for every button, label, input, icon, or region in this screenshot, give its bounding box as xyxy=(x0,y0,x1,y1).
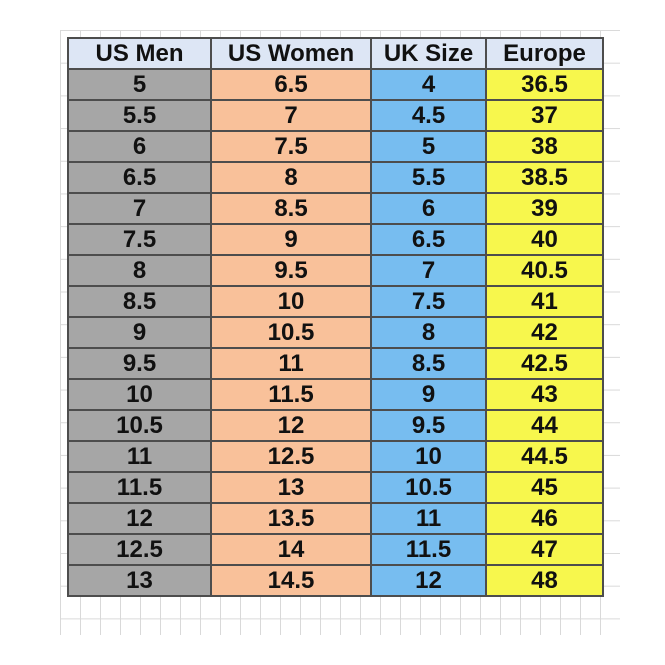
header-us-women: US Women xyxy=(210,37,372,70)
cell-europe: 39 xyxy=(485,192,604,225)
cell-europe: 44.5 xyxy=(485,440,604,473)
table-row: 12 13.5 11 46 xyxy=(67,502,604,535)
cell-uk-size: 4.5 xyxy=(370,99,487,132)
table-row: 12.5 14 11.5 47 xyxy=(67,533,604,566)
table-row: 6.5 8 5.5 38.5 xyxy=(67,161,604,194)
cell-uk-size: 12 xyxy=(370,564,487,597)
cell-us-women: 11 xyxy=(210,347,372,380)
cell-europe: 47 xyxy=(485,533,604,566)
table-row: 9 10.5 8 42 xyxy=(67,316,604,349)
cell-uk-size: 9.5 xyxy=(370,409,487,442)
table-row: 7.5 9 6.5 40 xyxy=(67,223,604,256)
cell-uk-size: 11.5 xyxy=(370,533,487,566)
cell-europe: 38 xyxy=(485,130,604,163)
cell-europe: 42.5 xyxy=(485,347,604,380)
cell-uk-size: 9 xyxy=(370,378,487,411)
cell-us-men: 10 xyxy=(67,378,212,411)
table-row: 10.5 12 9.5 44 xyxy=(67,409,604,442)
cell-uk-size: 7 xyxy=(370,254,487,287)
header-uk-size: UK Size xyxy=(370,37,487,70)
cell-us-women: 7 xyxy=(210,99,372,132)
cell-us-men: 9.5 xyxy=(67,347,212,380)
cell-us-men: 12.5 xyxy=(67,533,212,566)
cell-us-men: 12 xyxy=(67,502,212,535)
cell-europe: 40.5 xyxy=(485,254,604,287)
cell-us-women: 10 xyxy=(210,285,372,318)
cell-us-women: 12.5 xyxy=(210,440,372,473)
cell-us-men: 13 xyxy=(67,564,212,597)
cell-europe: 43 xyxy=(485,378,604,411)
table-row: 13 14.5 12 48 xyxy=(67,564,604,597)
table-row: 8.5 10 7.5 41 xyxy=(67,285,604,318)
cell-europe: 40 xyxy=(485,223,604,256)
header-europe: Europe xyxy=(485,37,604,70)
cell-us-men: 5.5 xyxy=(67,99,212,132)
cell-us-women: 13 xyxy=(210,471,372,504)
cell-us-men: 11 xyxy=(67,440,212,473)
cell-europe: 46 xyxy=(485,502,604,535)
table-row: 7 8.5 6 39 xyxy=(67,192,604,225)
cell-us-men: 6.5 xyxy=(67,161,212,194)
cell-us-men: 7.5 xyxy=(67,223,212,256)
header-us-men: US Men xyxy=(67,37,212,70)
cell-europe: 42 xyxy=(485,316,604,349)
cell-uk-size: 5.5 xyxy=(370,161,487,194)
header-row: US Men US Women UK Size Europe xyxy=(67,37,604,70)
table-body: 5 6.5 4 36.5 5.5 7 4.5 37 6 7.5 5 38 6.5 8 5.5 38.5 7 8.5… xyxy=(67,68,604,597)
cell-us-women: 8.5 xyxy=(210,192,372,225)
shoe-size-table: US Men US Women UK Size Europe 5 6.5 4 36.5… xyxy=(67,37,604,597)
table-row: 10 11.5 9 43 xyxy=(67,378,604,411)
cell-us-women: 14.5 xyxy=(210,564,372,597)
cell-europe: 37 xyxy=(485,99,604,132)
cell-us-women: 9 xyxy=(210,223,372,256)
cell-us-women: 6.5 xyxy=(210,68,372,101)
table-row: 5 6.5 4 36.5 xyxy=(67,68,604,101)
cell-europe: 44 xyxy=(485,409,604,442)
cell-us-women: 11.5 xyxy=(210,378,372,411)
cell-us-women: 8 xyxy=(210,161,372,194)
cell-us-men: 10.5 xyxy=(67,409,212,442)
cell-us-women: 9.5 xyxy=(210,254,372,287)
table-row: 11 12.5 10 44.5 xyxy=(67,440,604,473)
cell-uk-size: 10.5 xyxy=(370,471,487,504)
cell-uk-size: 10 xyxy=(370,440,487,473)
cell-us-women: 14 xyxy=(210,533,372,566)
cell-uk-size: 5 xyxy=(370,130,487,163)
cell-uk-size: 8 xyxy=(370,316,487,349)
cell-us-women: 13.5 xyxy=(210,502,372,535)
table-row: 9.5 11 8.5 42.5 xyxy=(67,347,604,380)
table-row: 8 9.5 7 40.5 xyxy=(67,254,604,287)
cell-us-men: 8.5 xyxy=(67,285,212,318)
table-row: 6 7.5 5 38 xyxy=(67,130,604,163)
cell-uk-size: 8.5 xyxy=(370,347,487,380)
cell-uk-size: 6.5 xyxy=(370,223,487,256)
cell-us-men: 6 xyxy=(67,130,212,163)
cell-uk-size: 4 xyxy=(370,68,487,101)
cell-us-women: 7.5 xyxy=(210,130,372,163)
cell-us-women: 10.5 xyxy=(210,316,372,349)
cell-europe: 36.5 xyxy=(485,68,604,101)
cell-us-women: 12 xyxy=(210,409,372,442)
cell-us-men: 9 xyxy=(67,316,212,349)
cell-europe: 48 xyxy=(485,564,604,597)
cell-us-men: 11.5 xyxy=(67,471,212,504)
cell-us-men: 8 xyxy=(67,254,212,287)
table-row: 5.5 7 4.5 37 xyxy=(67,99,604,132)
cell-uk-size: 6 xyxy=(370,192,487,225)
cell-us-men: 7 xyxy=(67,192,212,225)
table-row: 11.5 13 10.5 45 xyxy=(67,471,604,504)
cell-europe: 38.5 xyxy=(485,161,604,194)
cell-us-men: 5 xyxy=(67,68,212,101)
cell-uk-size: 7.5 xyxy=(370,285,487,318)
cell-uk-size: 11 xyxy=(370,502,487,535)
cell-europe: 45 xyxy=(485,471,604,504)
cell-europe: 41 xyxy=(485,285,604,318)
